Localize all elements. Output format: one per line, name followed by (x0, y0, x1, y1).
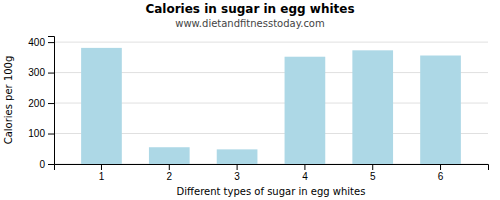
chart-svg: 1 2 3 4 5 6 0 100 200 300 400 Calories in sugar in … (0, 0, 500, 200)
x-tick-mark (372, 164, 373, 170)
y-tick-label: 300 (28, 67, 45, 78)
y-axis-line (48, 37, 55, 165)
y-tick-label: 200 (28, 98, 45, 109)
x-tick: 5 (370, 164, 376, 182)
y-tick-mark (48, 73, 54, 74)
x-tick-label: 3 (234, 171, 240, 182)
x-axis-label: Different types of sugar in egg whites (177, 186, 366, 197)
x-tick: 2 (167, 164, 173, 182)
grid (54, 42, 488, 164)
x-tick: 6 (438, 164, 444, 182)
y-axis: 0 100 200 300 400 (28, 37, 54, 170)
x-axis-line (55, 165, 489, 171)
y-tick: 400 (28, 37, 54, 48)
x-tick-label: 4 (302, 171, 308, 182)
grid-line (54, 42, 488, 43)
y-tick: 0 (39, 159, 54, 170)
x-tick-label: 2 (167, 171, 173, 182)
y-tick-label: 0 (39, 159, 45, 170)
x-tick-label: 1 (99, 171, 105, 182)
x-tick-mark (237, 164, 238, 170)
bar (420, 56, 461, 164)
x-tick: 3 (234, 164, 240, 182)
y-tick: 300 (28, 67, 54, 78)
y-tick: 200 (28, 98, 54, 109)
chart-container: 1 2 3 4 5 6 0 100 200 300 400 Calories in sugar in … (0, 0, 500, 200)
x-tick: 4 (302, 164, 308, 182)
x-tick: 1 (99, 164, 105, 182)
bar (149, 147, 190, 164)
y-tick: 100 (28, 128, 54, 139)
x-tick-label: 6 (438, 171, 444, 182)
x-tick-label: 5 (370, 171, 376, 182)
y-tick-mark (48, 103, 54, 104)
subtitle: www.dietandfitnesstoday.com (175, 18, 324, 29)
bar (285, 57, 326, 164)
y-tick-label: 100 (28, 128, 45, 139)
y-tick-mark (48, 164, 54, 165)
y-tick-mark (48, 134, 54, 135)
x-tick-mark (101, 164, 102, 170)
bar (217, 149, 258, 164)
y-axis-label: Calories per 100g (3, 56, 14, 145)
y-tick-mark (48, 42, 54, 43)
bar (81, 48, 122, 164)
x-tick-mark (440, 164, 441, 170)
x-tick-mark (304, 164, 305, 170)
bar (352, 50, 393, 164)
y-tick-label: 400 (28, 37, 45, 48)
plot-area: 1 2 3 4 5 6 0 100 200 300 400 (28, 37, 488, 183)
x-tick-mark (169, 164, 170, 170)
x-axis: 1 2 3 4 5 6 (55, 164, 489, 182)
bars (81, 48, 461, 164)
title: Calories in sugar in egg whites (145, 2, 354, 16)
